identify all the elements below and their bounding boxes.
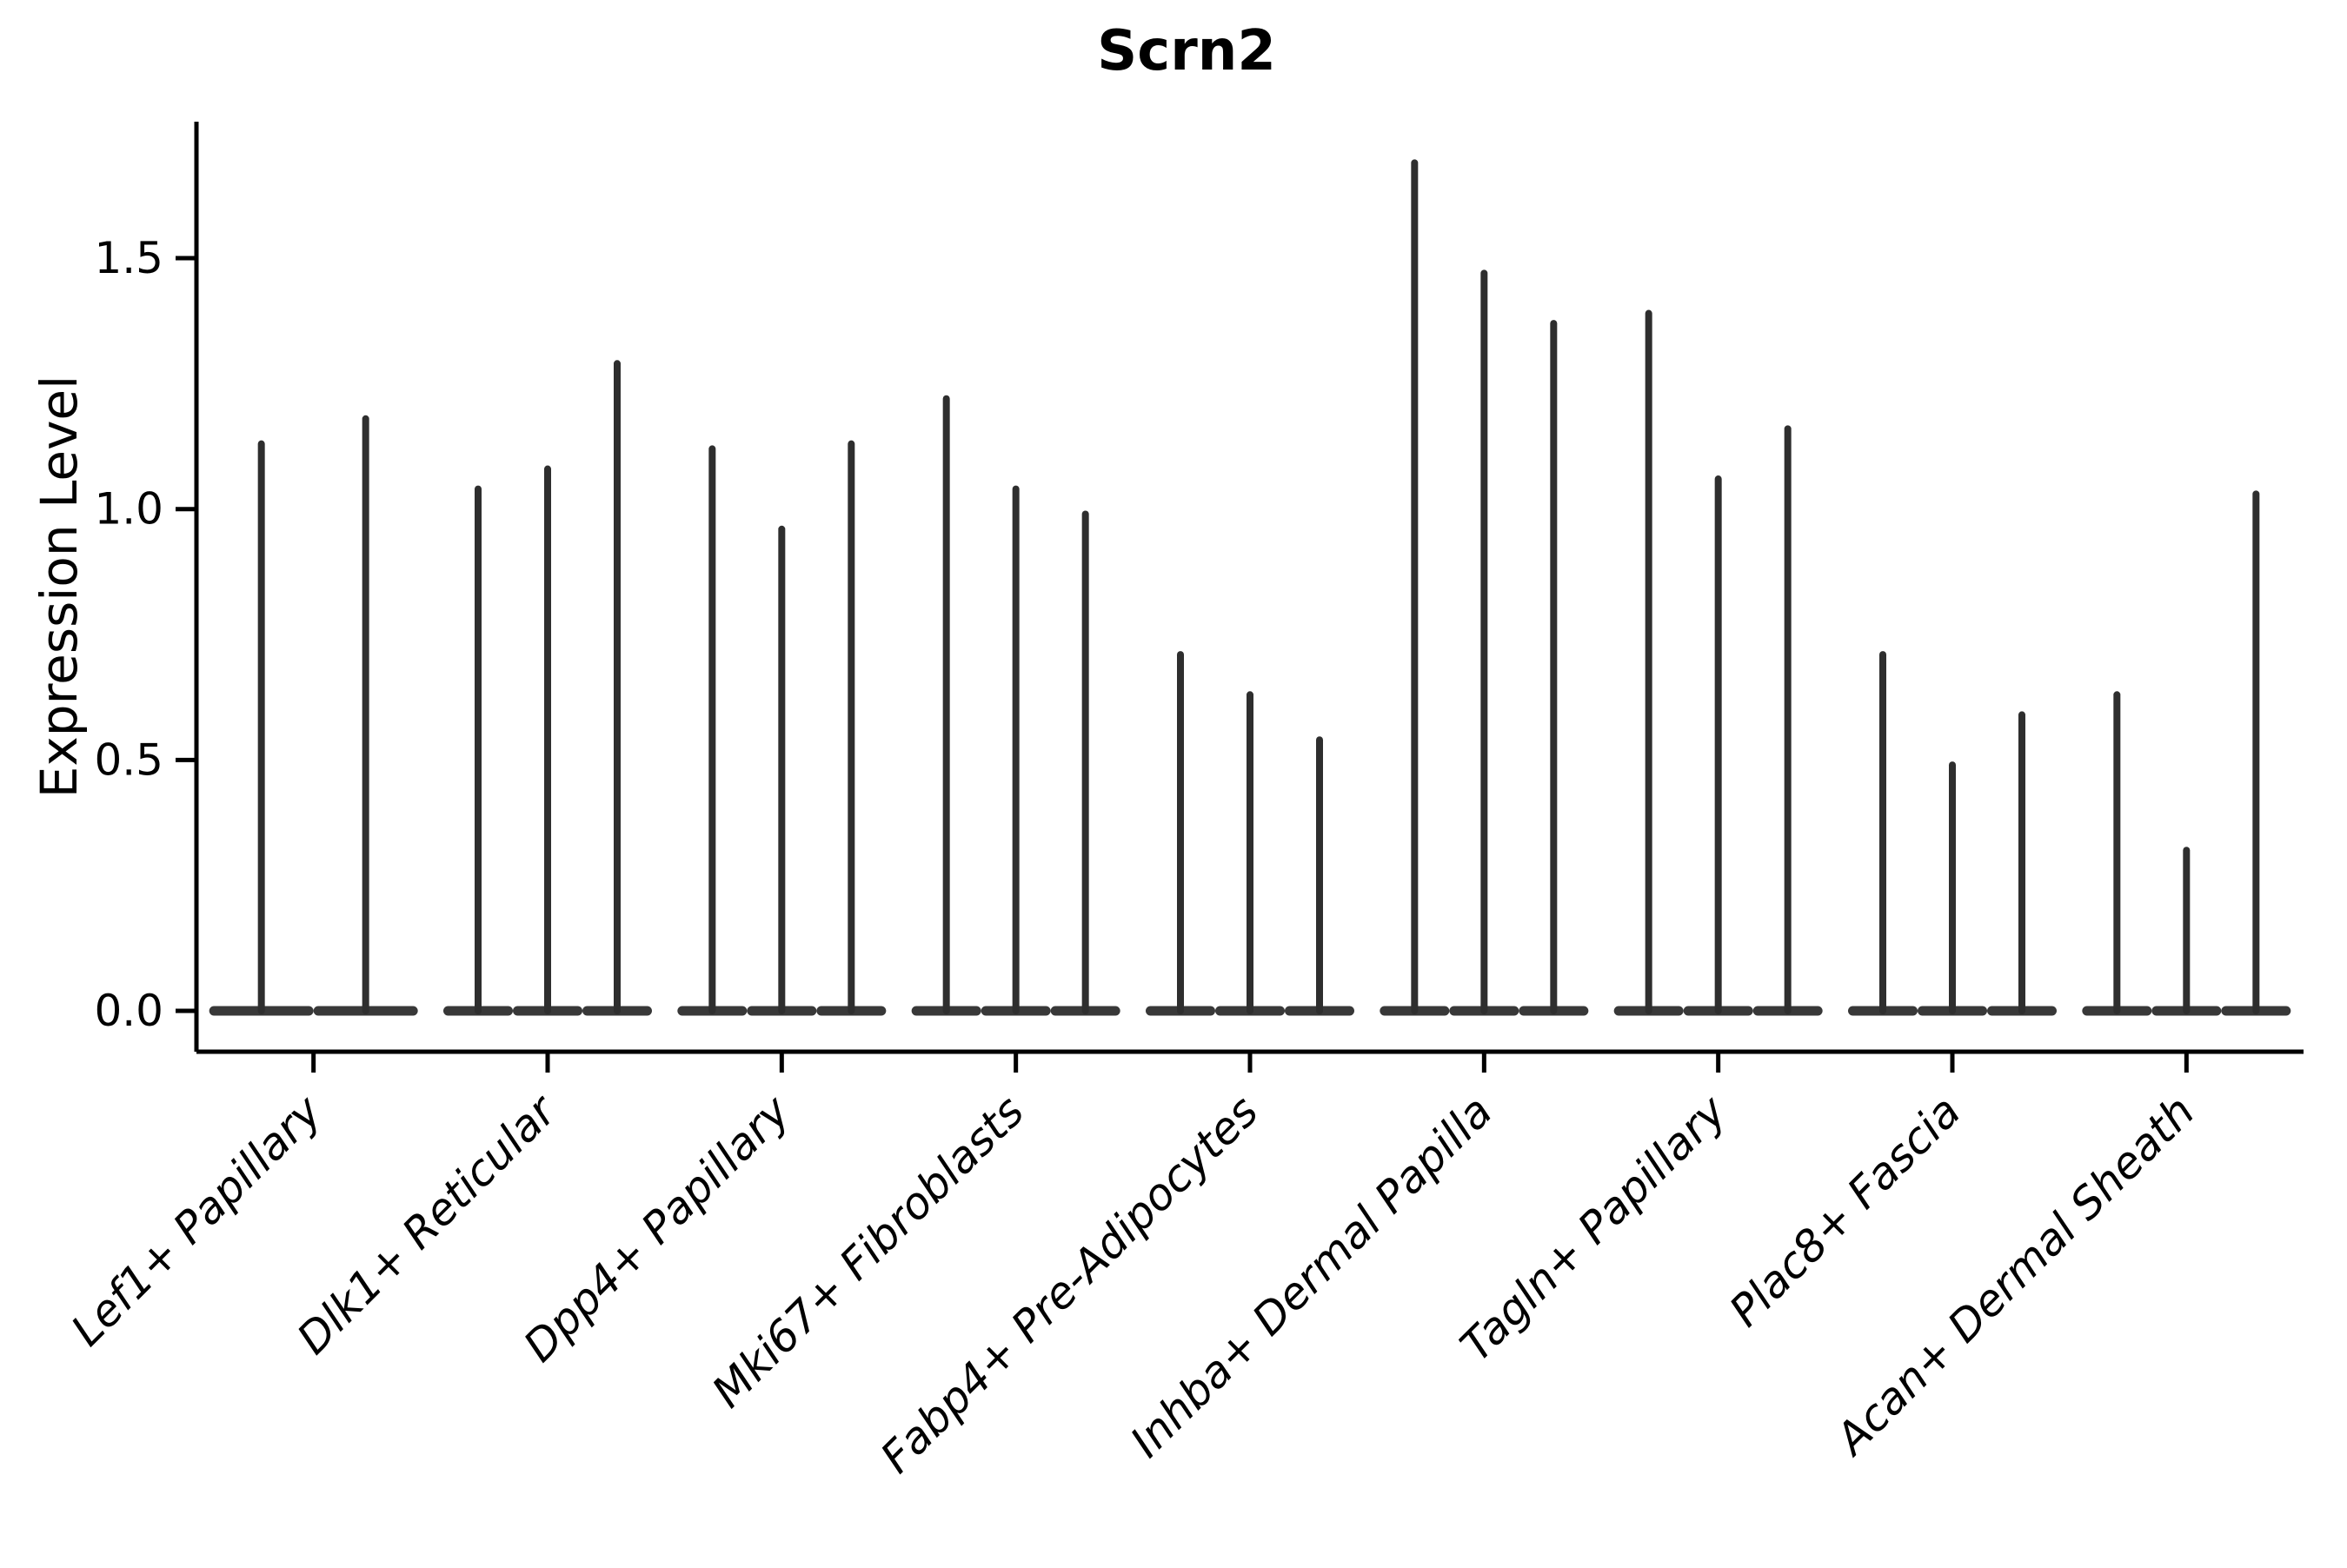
- x-tick-label: Lef1+ Papillary: [62, 1085, 332, 1355]
- y-axis-ticks: 0.0 0.5 1.0 1.5: [94, 233, 196, 1036]
- violins: [209, 159, 2291, 1016]
- violin-group: [2082, 490, 2291, 1016]
- y-tick-label: 0.0: [94, 986, 163, 1036]
- violin-group: [209, 415, 418, 1016]
- x-tick-label: Dlk1+ Reticular: [288, 1084, 568, 1364]
- violin-group: [1380, 159, 1589, 1016]
- y-tick-label: 0.5: [94, 734, 163, 785]
- violin-group: [1146, 651, 1354, 1016]
- y-axis-label: Expression Level: [30, 375, 89, 798]
- x-tick-label: Plac8+ Fascia: [1720, 1086, 1971, 1336]
- violin-group: [443, 360, 652, 1016]
- y-tick-label: 1.0: [94, 484, 163, 535]
- violin-group: [677, 440, 887, 1016]
- violin-group: [1848, 651, 2057, 1016]
- chart-title: Scrn2: [1097, 19, 1276, 83]
- violin-group: [1613, 309, 1823, 1016]
- x-tick-label: Fabp4+ Pre-Adipocytes: [871, 1086, 1268, 1483]
- y-tick-label: 1.5: [94, 233, 163, 283]
- violin-group: [911, 395, 1120, 1016]
